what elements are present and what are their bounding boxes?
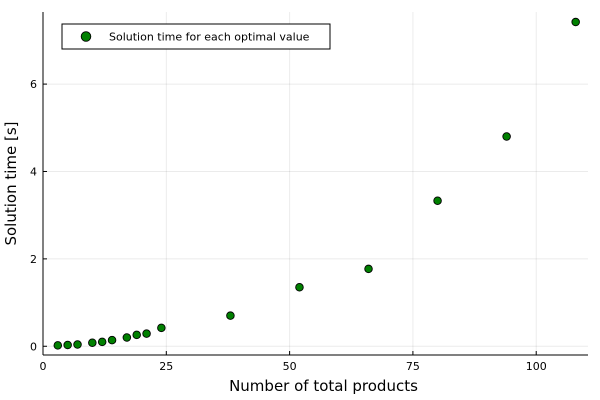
data-point [97, 337, 107, 347]
data-point [63, 340, 72, 350]
y-axis-label: Solution time [s] [2, 121, 20, 245]
legend: Solution time for each optimal value [61, 23, 331, 50]
data-point [53, 341, 63, 350]
axes: 0 25 50 75 100 0 2 4 6 [30, 12, 588, 373]
data-point [226, 311, 235, 320]
data-point [142, 329, 151, 338]
data-point [502, 132, 511, 141]
data-point [295, 283, 304, 292]
data-point [107, 335, 117, 345]
data-point [433, 196, 442, 206]
legend-box [61, 23, 331, 50]
data-point [364, 264, 373, 274]
y-tick-label: 6 [30, 78, 37, 91]
x-axis-label: Number of total products [229, 377, 418, 395]
data-point [73, 340, 82, 349]
grid [42, 12, 588, 355]
legend-marker [80, 31, 92, 42]
y-tick-label: 2 [30, 253, 37, 266]
data-point [157, 323, 166, 333]
x-tick-label: 100 [526, 360, 547, 373]
data-points [53, 17, 580, 350]
y-tick-label: 0 [30, 340, 37, 353]
x-tick-label: 75 [406, 360, 420, 373]
legend-label: Solution time for each optimal value [109, 31, 310, 44]
data-point [88, 338, 97, 348]
y-tick-label: 4 [30, 165, 37, 178]
x-tick-label: 50 [283, 360, 297, 373]
data-point [122, 333, 132, 342]
data-point [132, 330, 141, 340]
x-tick-label: 25 [159, 360, 173, 373]
x-tick-label: 0 [40, 360, 47, 373]
data-point [571, 17, 580, 27]
